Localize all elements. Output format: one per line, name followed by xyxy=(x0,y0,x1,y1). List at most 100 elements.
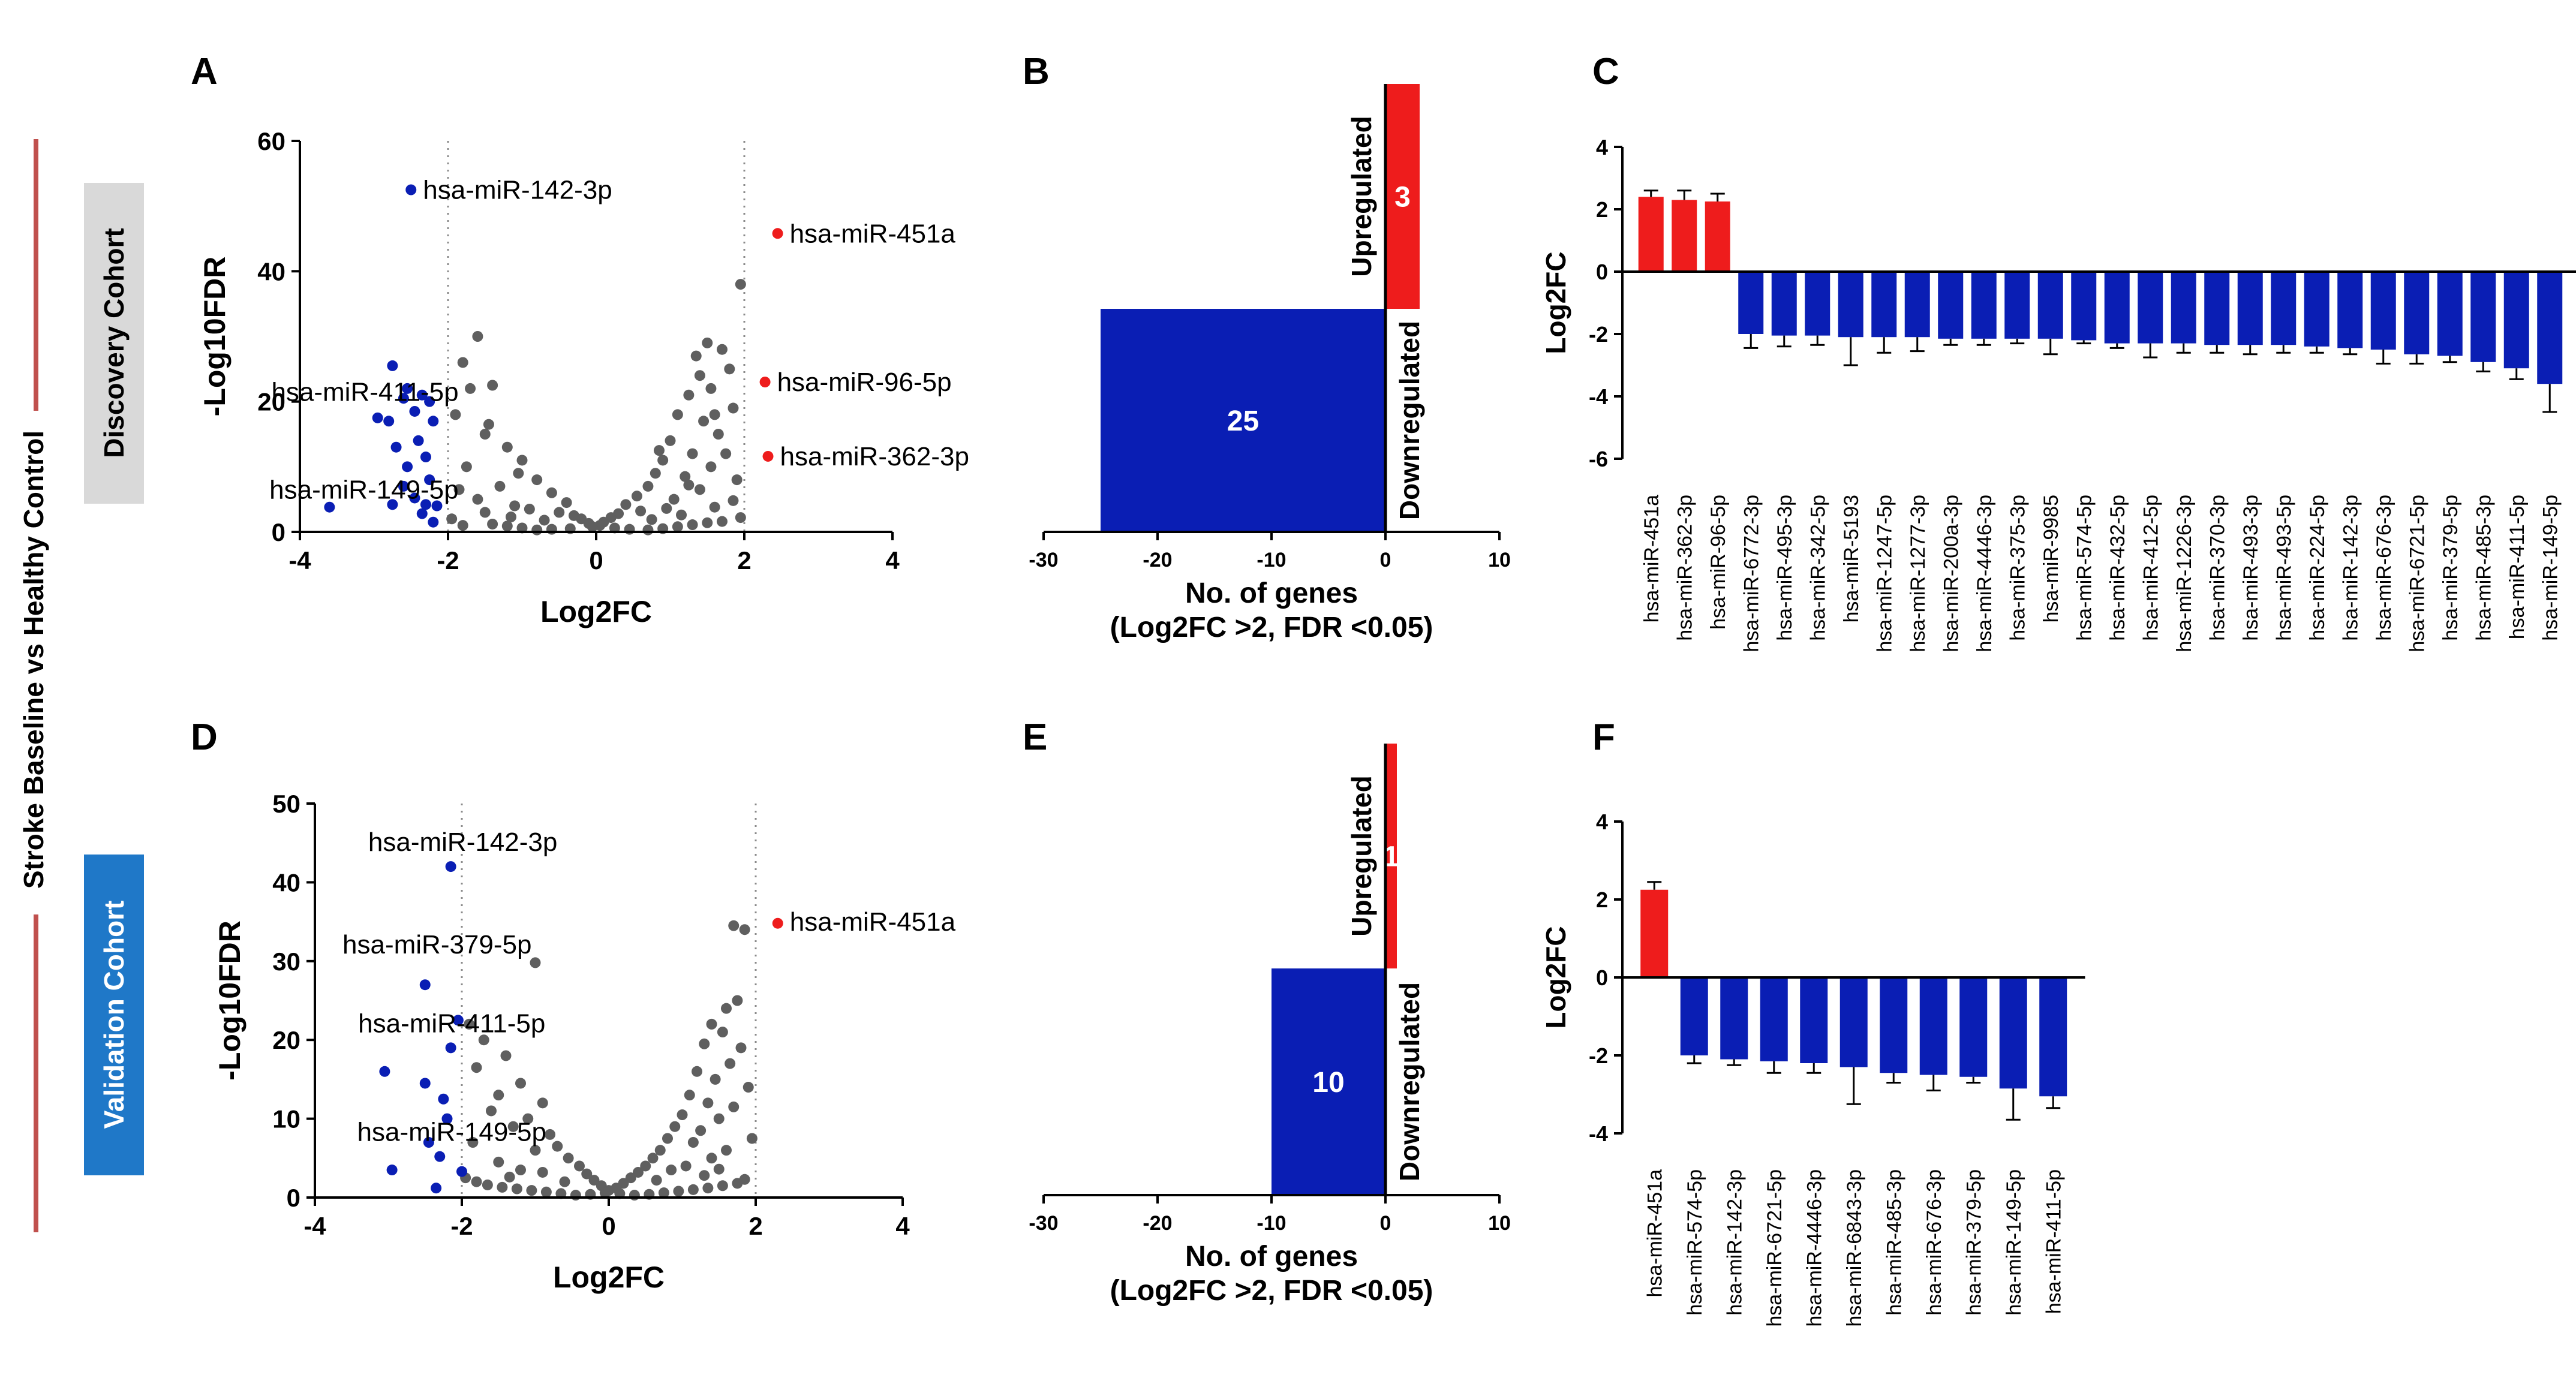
ns-point xyxy=(653,445,665,456)
downregulated-point xyxy=(420,499,431,510)
ns-point xyxy=(709,501,720,513)
x-axis-subtitle: (Log2FC >2, FDR <0.05) xyxy=(1110,1275,1433,1307)
downregulated-bar xyxy=(1871,272,1897,338)
ns-point xyxy=(687,448,698,459)
ns-point xyxy=(504,1171,515,1183)
ns-point xyxy=(694,370,705,381)
y-tick-label: 0 xyxy=(287,1184,300,1212)
category-label: hsa-miR-149-5p xyxy=(2003,1169,2025,1316)
y-tick-label: 4 xyxy=(1596,810,1608,834)
ns-point xyxy=(669,1121,681,1132)
ns-point xyxy=(713,429,724,440)
downregulated-point xyxy=(416,389,428,401)
ns-point xyxy=(570,1190,581,1201)
ns-point xyxy=(472,331,483,342)
ns-point xyxy=(515,1078,526,1089)
panel-letter-e: E xyxy=(1023,717,1047,758)
downregulated-bar xyxy=(2039,977,2067,1097)
upregulated-point xyxy=(772,228,783,239)
upregulated-bar xyxy=(1705,201,1730,272)
panel-letter-d: D xyxy=(191,717,218,758)
y-tick-label: -2 xyxy=(1589,1043,1608,1068)
downregulated-point xyxy=(409,492,420,504)
downregulated-bar xyxy=(1880,977,1908,1073)
category-label: hsa-miR-495-3p xyxy=(1774,495,1796,641)
ns-point xyxy=(706,1018,717,1030)
downregulated-count-label: 10 xyxy=(1312,1067,1344,1099)
category-label: hsa-miR-485-3p xyxy=(1883,1169,1905,1316)
ns-point xyxy=(501,521,513,532)
log2fc-bar-chart-validation: hsa-miR-451a hsa-miR-574-5p hsa-miR-142-3p… xyxy=(1540,810,2085,1327)
ns-point xyxy=(640,1160,651,1172)
ns-point xyxy=(717,1180,728,1192)
downregulated-point xyxy=(398,393,409,404)
x-tick-label: 2 xyxy=(749,1212,762,1240)
ns-point xyxy=(720,448,732,459)
ns-point xyxy=(728,1101,740,1112)
ns-point xyxy=(524,503,535,515)
ns-point xyxy=(545,1129,555,1140)
ns-point xyxy=(672,521,683,532)
downregulated-bar xyxy=(1999,977,2027,1089)
ns-point xyxy=(673,1186,684,1197)
ns-point xyxy=(706,1153,717,1164)
ns-point xyxy=(505,512,516,523)
category-label: hsa-miR-1226-3p xyxy=(2173,495,2196,652)
y-axis-title: Log2FC xyxy=(1540,251,1571,354)
volcano-plot-validation: -4 -2 0 2 401020304050Log2FC-Log10FDRhsa-miR… xyxy=(213,790,956,1294)
category-label: hsa-miR-411-5p xyxy=(2506,495,2529,639)
panel-letter-c: C xyxy=(1592,51,1619,92)
ns-point xyxy=(561,497,572,509)
ns-point xyxy=(554,507,565,518)
category-label: hsa-miR-432-5p xyxy=(2106,495,2129,641)
ns-point xyxy=(665,435,676,446)
ns-point xyxy=(657,455,669,466)
ns-point xyxy=(687,1184,699,1195)
downregulated-bar xyxy=(2204,272,2230,345)
ns-point xyxy=(735,512,746,524)
downregulated-point xyxy=(431,1183,442,1194)
x-tick-label: -4 xyxy=(303,1212,326,1240)
category-label: hsa-miR-142-3p xyxy=(1723,1169,1746,1316)
category-label: hsa-miR-676-3p xyxy=(2373,495,2395,641)
point-label: hsa-miR-379-5p xyxy=(342,930,531,959)
ns-point xyxy=(702,1097,714,1109)
upregulated-point xyxy=(772,917,783,929)
y-tick-label: 40 xyxy=(257,257,285,285)
ns-point xyxy=(695,1125,707,1136)
ns-point xyxy=(646,514,657,525)
ns-point xyxy=(680,1160,692,1172)
category-label: hsa-miR-200a-3p xyxy=(1940,495,1962,652)
ns-point xyxy=(710,1073,721,1085)
downregulated-bar xyxy=(2004,272,2030,339)
ns-point xyxy=(457,520,468,531)
downregulated-point xyxy=(402,383,413,394)
ns-point xyxy=(728,920,740,931)
ns-point xyxy=(687,519,698,531)
category-label-upregulated: Upregulated xyxy=(1346,116,1377,276)
ns-point xyxy=(507,1121,519,1132)
upregulated-point xyxy=(762,450,774,462)
x-tick-label: -2 xyxy=(450,1212,473,1240)
downregulated-bar xyxy=(1919,977,1947,1075)
category-label: hsa-miR-1247-5p xyxy=(1873,495,1896,652)
point-label: hsa-miR-451a xyxy=(790,219,956,248)
ns-point xyxy=(494,480,506,492)
ns-point xyxy=(716,516,728,527)
ns-point xyxy=(716,344,728,355)
downregulated-point xyxy=(416,508,428,519)
downregulated-bar xyxy=(1738,272,1764,334)
category-label-downregulated: Downregulated xyxy=(1394,321,1425,520)
y-axis-title: Log2FC xyxy=(1540,926,1571,1028)
category-label: hsa-miR-6721-5p xyxy=(1763,1169,1786,1327)
y-tick-label: 2 xyxy=(1596,887,1608,912)
ns-point xyxy=(546,487,557,498)
ns-point xyxy=(493,1156,504,1168)
side-label: Stroke Baseline vs Healthy Control xyxy=(18,431,49,889)
downregulated-bar xyxy=(1771,272,1797,336)
y-axis-title: -Log10FDR xyxy=(213,920,247,1081)
upregulated-point xyxy=(759,377,771,388)
ns-point xyxy=(599,1187,611,1199)
